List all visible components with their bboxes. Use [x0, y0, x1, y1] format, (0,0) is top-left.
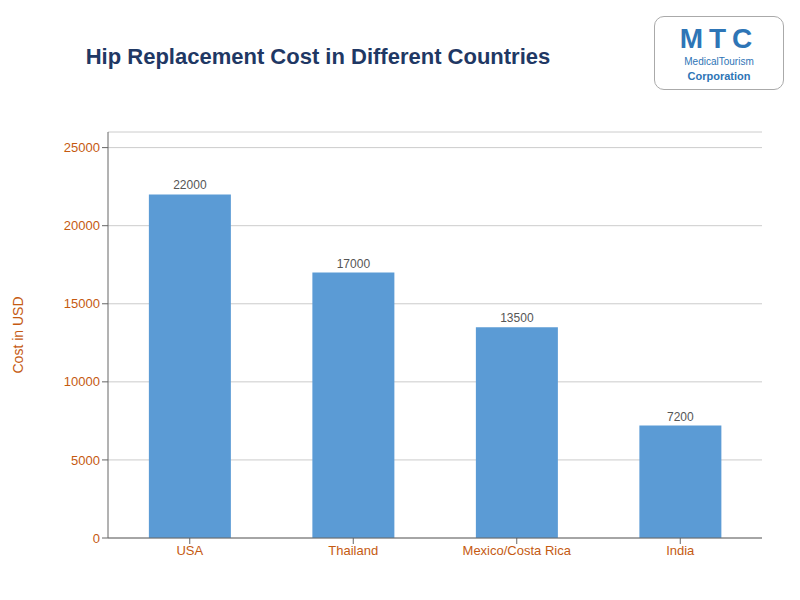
svg-text:20000: 20000 [64, 218, 100, 233]
svg-text:Thailand: Thailand [328, 543, 378, 558]
svg-text:Mexico/Costa Rica: Mexico/Costa Rica [463, 543, 572, 558]
svg-text:17000: 17000 [337, 257, 371, 271]
svg-text:25000: 25000 [64, 140, 100, 155]
svg-text:India: India [666, 543, 695, 558]
html-text:MedicalTourism: MedicalTourism [684, 56, 754, 67]
svg-text:22000: 22000 [173, 178, 207, 192]
svg-text:10000: 10000 [64, 374, 100, 389]
svg-text:15000: 15000 [64, 296, 100, 311]
svg-text:Cost in USD: Cost in USD [10, 296, 26, 373]
html-text:Hip Replacement Cost in Differ: Hip Replacement Cost in Different Countr… [85, 44, 551, 69]
html-text:MTC: MTC [679, 23, 759, 54]
svg-text:13500: 13500 [500, 311, 534, 325]
svg-text:USA: USA [176, 543, 203, 558]
svg-text:5000: 5000 [71, 453, 100, 468]
html-text:Corporation: Corporation [687, 70, 751, 82]
svg-text:7200: 7200 [667, 410, 694, 424]
svg-text:0: 0 [93, 531, 100, 546]
